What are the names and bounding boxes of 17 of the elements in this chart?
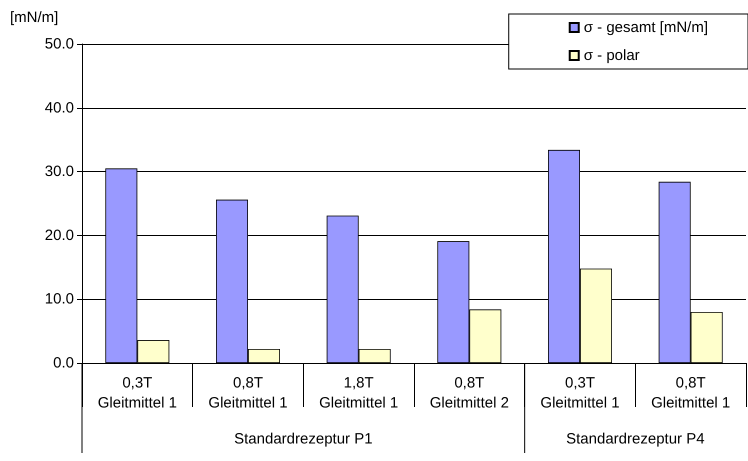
- y-tick-label: 40.0: [44, 99, 74, 116]
- y-tick-label: 20.0: [44, 226, 74, 244]
- text: Standardrezeptur P4: [566, 430, 705, 448]
- y-tick-label: 10.0: [44, 290, 74, 308]
- legend-label: σ - gesamt [mN/m]: [584, 19, 708, 36]
- y-tick-label: 0.0: [53, 354, 74, 372]
- y-tick-label: 30.0: [44, 163, 74, 180]
- text: Standardrezeptur P1: [234, 430, 373, 448]
- x-tick-label: 1,8T Gleitmittel 1: [319, 374, 398, 412]
- x-tick-label: 0,8T Gleitmittel 1: [208, 374, 288, 412]
- x-tick-label: 0,3T Gleitmittel 1: [540, 374, 620, 412]
- x-tick-label: 0,8T Gleitmittel 2: [430, 374, 509, 412]
- legend-label: σ - polar: [584, 47, 640, 64]
- y-tick-label: 50.0: [44, 36, 74, 52]
- x-tick-label: 0,8T Gleitmittel 1: [651, 374, 730, 412]
- x-tick-label: 0,3T Gleitmittel 1: [98, 374, 177, 412]
- y-axis-title: [mN/m]: [10, 9, 58, 26]
